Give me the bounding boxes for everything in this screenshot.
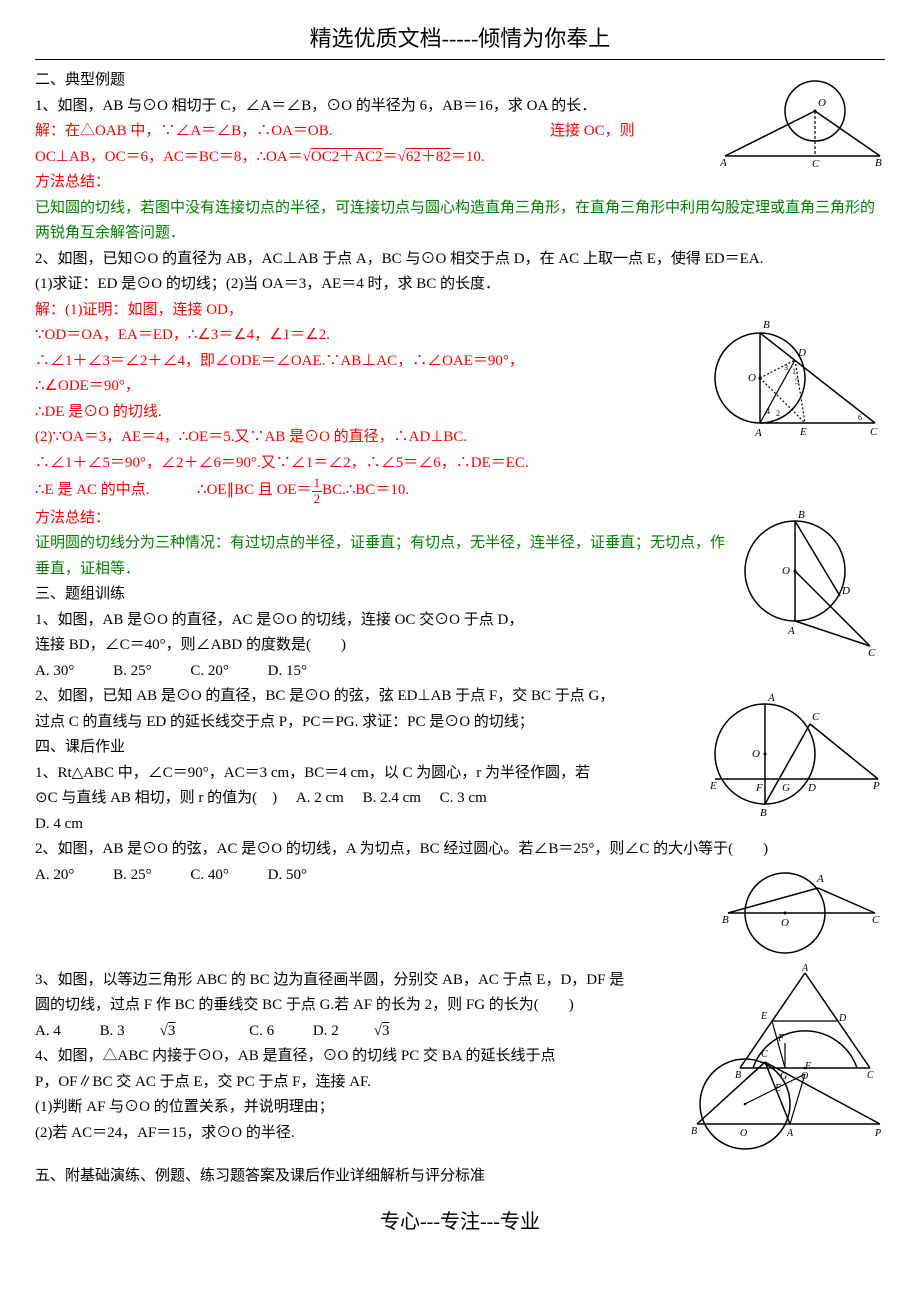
svg-text:A: A	[787, 625, 795, 637]
svg-text:B: B	[722, 914, 729, 926]
svg-text:E: E	[760, 1011, 767, 1022]
svg-text:F: F	[755, 782, 763, 794]
svg-text:3: 3	[784, 363, 788, 372]
svg-text:B: B	[763, 319, 770, 331]
figure-train2: A O B C E F G D P	[710, 684, 885, 834]
svg-text:D: D	[838, 1013, 847, 1024]
svg-text:P: P	[872, 780, 880, 792]
svg-text:O: O	[782, 565, 790, 577]
ex1-soln-3d: 62＋82	[406, 149, 451, 165]
svg-text:1: 1	[792, 367, 796, 376]
svg-text:B: B	[875, 157, 882, 169]
hw3-opt-a: A. 4	[35, 1023, 61, 1039]
svg-text:E: E	[774, 1083, 781, 1094]
svg-text:A: A	[767, 692, 775, 704]
hw2-opt-a: A. 20°	[35, 867, 74, 883]
ex2-q1: (1)求证：ED 是⊙O 的切线；(2)当 OA＝3，AE＝4 时，求 BC 的…	[35, 272, 885, 298]
ex2-problem: 2、如图，已知⊙O 的直径为 AB，AC⊥AB 于点 A，BC 与⊙O 相交于点…	[35, 247, 885, 273]
hw1-opt-b: B. 2.4 cm	[363, 790, 421, 806]
hw3-opt-d: D. 2√3	[313, 1023, 425, 1039]
svg-text:C: C	[868, 647, 876, 659]
page-header: 精选优质文档-----倾情为你奉上	[35, 20, 885, 60]
svg-text:2: 2	[776, 409, 780, 418]
svg-text:A: A	[816, 873, 824, 885]
svg-text:6: 6	[858, 413, 862, 422]
svg-text:4: 4	[766, 407, 770, 416]
train1-opt-b: B. 25°	[113, 663, 152, 679]
hw3-opt-c: C. 6	[249, 1023, 274, 1039]
ex2-s7: ∴∠1＋∠5＝90°，∠2＋∠6＝90°.又∵∠1＝∠2，∴∠5＝∠6，∴DE＝…	[35, 451, 885, 477]
figure-ex2: B O A E C D 3 1 5 4 2 6	[710, 308, 885, 448]
hw3-opt-b: B. 3√3	[100, 1023, 211, 1039]
figure-hw2: A O B C	[710, 858, 885, 958]
ex2-s8b: ∴OE∥BC 且 OE＝	[197, 483, 312, 499]
svg-text:C: C	[761, 1049, 768, 1060]
hw1-opt-a: A. 2 cm	[296, 790, 344, 806]
ex1-soln-1: 解：在△OAB 中，∵∠A＝∠B，∴OA＝OB.	[35, 123, 333, 139]
svg-text:A: A	[720, 157, 727, 169]
svg-text:O: O	[818, 97, 826, 109]
hw2-opt-b: B. 25°	[113, 867, 152, 883]
ex1-method: 已知圆的切线，若图中没有连接切点的半径，可连接切点与圆心构造直角三角形，在直角三…	[35, 196, 885, 247]
svg-text:G: G	[782, 782, 790, 794]
ex1-soln-3e: ＝10.	[451, 149, 485, 165]
svg-text:P: P	[874, 1128, 881, 1139]
ex2-s8c: BC.∴BC＝10.	[322, 483, 409, 499]
figure-hw4: C F E B O A P	[685, 1039, 885, 1154]
svg-text:C: C	[870, 426, 878, 438]
hw1-p2: ⊙C 与直线 AB 相切，则 r 的值为( )	[35, 790, 277, 806]
svg-text:D: D	[841, 585, 850, 597]
figure-ex1: O A C B	[720, 76, 885, 171]
svg-text:5: 5	[795, 377, 799, 386]
main-content: 二、典型例题 O A C B 1、如图，AB 与⊙O 相切于 C，∠A＝∠B，⊙…	[35, 68, 885, 1190]
ex1-problem: 1、如图，AB 与⊙O 相切于 C，∠A＝∠B，⊙O 的半径为 6，AB＝16，…	[35, 98, 596, 114]
svg-text:C: C	[872, 914, 880, 926]
svg-text:A: A	[801, 963, 809, 974]
train1-opt-d: D. 15°	[268, 663, 307, 679]
hw2-opt-c: C. 40°	[190, 867, 229, 883]
figure-train1: B O A C D	[740, 506, 885, 661]
svg-text:O: O	[781, 917, 789, 929]
ex1-soln-3c: ＝	[383, 149, 398, 165]
svg-text:F: F	[804, 1061, 812, 1072]
ex1-soln-3b: OC2＋AC2	[311, 149, 383, 165]
page-footer: 专心---专注---专业	[35, 1205, 885, 1239]
svg-text:B: B	[691, 1126, 697, 1137]
ex2-s8a: ∴E 是 AC 的中点.	[35, 483, 150, 499]
train1-opt-c: C. 20°	[190, 663, 229, 679]
svg-text:B: B	[760, 807, 767, 819]
svg-text:O: O	[740, 1128, 747, 1139]
svg-text:O: O	[752, 748, 760, 760]
svg-text:B: B	[798, 509, 805, 521]
svg-text:A: A	[786, 1128, 794, 1139]
ex1-soln-3a: OC⊥AB，OC＝6，AC＝BC＝8，∴OA＝	[35, 149, 303, 165]
svg-text:D: D	[797, 347, 806, 359]
svg-text:C: C	[812, 711, 820, 723]
svg-text:A: A	[754, 427, 762, 439]
svg-text:E: E	[799, 426, 807, 438]
section-5-title: 五、附基础演练、例题、练习题答案及课后作业详细解析与评分标准	[35, 1164, 885, 1190]
svg-text:E: E	[710, 780, 717, 792]
hw1-opt-c: C. 3 cm	[440, 790, 487, 806]
svg-text:O: O	[748, 372, 756, 384]
svg-text:C: C	[812, 158, 820, 170]
svg-text:D: D	[807, 782, 816, 794]
ex1-method-label: 方法总结：	[35, 170, 885, 196]
ex1-soln-2: 连接 OC，则	[550, 123, 635, 139]
train1-opt-a: A. 30°	[35, 663, 74, 679]
hw2-opt-d: D. 50°	[268, 867, 307, 883]
